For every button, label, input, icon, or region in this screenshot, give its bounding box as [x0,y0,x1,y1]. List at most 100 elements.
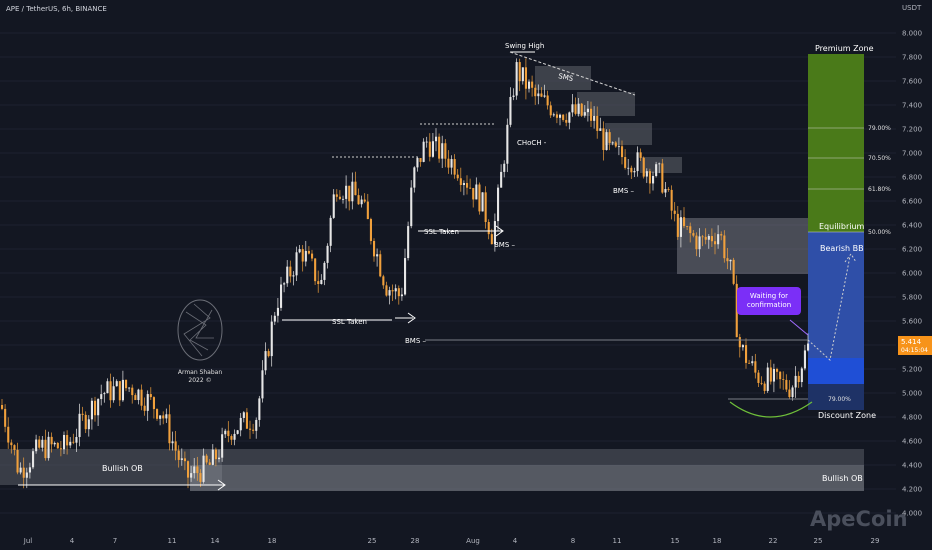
candle-body [53,442,56,445]
candle-body [379,254,382,277]
last-price-countdown: 04:15:04 [901,347,928,354]
candle-body [338,196,341,199]
price-tick-label: 6.000 [902,270,922,278]
candle-body [25,472,28,478]
candle-body [757,372,760,383]
candle-body [118,381,121,401]
price-axis-unit: USDT [902,4,922,12]
candle-body [676,213,679,237]
candle-body [137,389,140,401]
candle-body [466,183,469,188]
candle-body [686,226,689,227]
candle-body [735,283,738,338]
sms-box-3 [605,123,652,145]
candle-body [459,178,462,186]
candle-body [416,158,419,168]
candle-body [345,185,348,199]
candle-body [413,167,416,188]
bullish-ob-label-1: Bullish OB [102,464,143,473]
candle-body [146,394,149,411]
candle-body [165,414,168,419]
time-tick-label: 18 [268,537,277,545]
time-tick-label: 29 [871,537,880,545]
candle-body [177,450,180,460]
candle-body [648,171,651,184]
time-tick-label: 25 [368,537,377,545]
candle-body [642,157,645,177]
candle-body [47,436,50,459]
candle-body [252,429,255,431]
discount-box [808,358,864,384]
candle-body [481,192,484,212]
candle-body [295,252,298,276]
candle-body [72,441,75,443]
candle-body [472,188,475,200]
candle-body [794,375,797,388]
candle-body [667,188,670,190]
price-axis[interactable]: USDT 8.000 7.800 7.600 7.400 7.200 7.000 6.800 6… [902,4,922,518]
candle-body [490,234,493,245]
candle-body [41,439,44,448]
candle-body [782,379,785,380]
candle-body [233,433,236,440]
candle-body [410,187,413,227]
fib-level-3: 61.80% [868,186,891,193]
candle-body [44,439,47,459]
structure-lines [18,51,857,491]
candle-body [140,389,143,406]
candle-body [320,279,323,285]
candle-body [500,171,503,188]
candle-body [738,337,741,348]
candle-body [540,93,543,97]
candle-body [497,187,500,222]
sms-box-4 [640,157,682,173]
candle-body [611,142,614,144]
candle-body [444,143,447,159]
candle-body [803,350,806,369]
candle-body [692,233,695,236]
candle-body [174,441,177,451]
candle-body [580,103,583,116]
candle-body [679,217,682,237]
note-line-1: Waiting for [750,292,788,300]
candle-body [701,236,704,238]
candle-body [326,245,329,263]
candle-body [586,108,589,113]
candle-body [90,400,93,420]
candle-body [218,457,221,460]
candle-body [748,362,751,364]
candle-body [639,152,642,158]
candle-body [261,370,264,399]
candle-body [562,114,565,120]
candle-body [171,441,174,444]
time-tick-label: 7 [113,537,117,545]
candle-body [81,413,84,415]
candle-body [766,367,769,391]
candle-body [720,234,723,236]
candle-body [661,163,664,193]
premium-zone [808,54,864,232]
candle-body [369,219,372,241]
candle-body [503,163,506,172]
candle-body [655,164,658,176]
candle-body [208,462,211,465]
time-axis[interactable]: Jul 4 7 11 14 18 25 28 Aug 4 8 11 15 18 22 25 29 [23,537,880,545]
candle-body [769,367,772,382]
candle-body [13,445,16,450]
candle-body [605,132,608,150]
candle-body [270,321,273,357]
candle-body [788,389,791,398]
candle-body [152,397,155,410]
candle-body [230,436,233,440]
candle-body [689,226,692,234]
candle-body [221,434,224,458]
candle-body [236,430,239,434]
watermark: ApeCoin [810,507,908,531]
price-tick-label: 7.600 [902,78,922,86]
candle-body [168,414,171,444]
candle-body [280,284,283,308]
candle-body [407,226,410,259]
bms-label-1: BMS – [613,187,635,195]
note-box [737,287,801,315]
